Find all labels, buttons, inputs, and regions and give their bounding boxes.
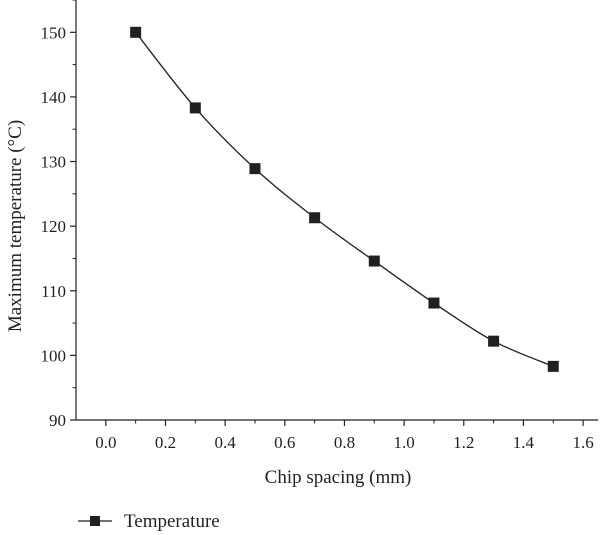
y-tick-label: 140	[41, 88, 67, 107]
series-line-temperature	[135, 31, 554, 367]
data-point-temperature	[368, 255, 380, 267]
y-axis-ticks: 90 100 110 120 130 140 150	[41, 0, 76, 430]
x-tick-label: 0.4	[215, 433, 237, 452]
y-tick-label: 150	[41, 23, 67, 42]
x-tick-label: 1.4	[513, 433, 535, 452]
x-tick-label: 1.2	[453, 433, 474, 452]
data-point-temperature	[428, 297, 440, 309]
data-point-temperature	[309, 212, 321, 224]
data-point-temperature	[547, 360, 559, 372]
x-axis-label: Chip spacing (mm)	[265, 467, 412, 488]
x-tick-label: 0.0	[95, 433, 116, 452]
y-tick-label: 90	[49, 411, 66, 430]
legend-marker	[90, 516, 100, 526]
axes-frame	[75, 0, 598, 421]
y-axis-label: Maximum temperature (°C)	[5, 120, 26, 332]
y-tick-label: 110	[41, 282, 66, 301]
data-point-temperature	[249, 163, 261, 175]
x-tick-label: 0.8	[334, 433, 355, 452]
y-tick-label: 100	[41, 346, 67, 365]
data-point-temperature	[130, 26, 142, 38]
x-tick-label: 1.0	[393, 433, 414, 452]
x-tick-label: 1.6	[572, 433, 593, 452]
y-tick-label: 120	[41, 217, 67, 236]
legend-label: Temperature	[124, 511, 220, 532]
data-point-temperature	[488, 335, 500, 347]
data-point-temperature	[189, 102, 201, 114]
series-layer	[130, 26, 559, 372]
x-axis-ticks: 0.0 0.2 0.4 0.6 0.8 1.0 1.2 1.4 1.6	[95, 420, 594, 452]
y-tick-label: 130	[41, 153, 67, 172]
x-tick-label: 0.6	[274, 433, 295, 452]
legend: Temperature	[78, 511, 220, 532]
x-tick-label: 0.2	[155, 433, 176, 452]
